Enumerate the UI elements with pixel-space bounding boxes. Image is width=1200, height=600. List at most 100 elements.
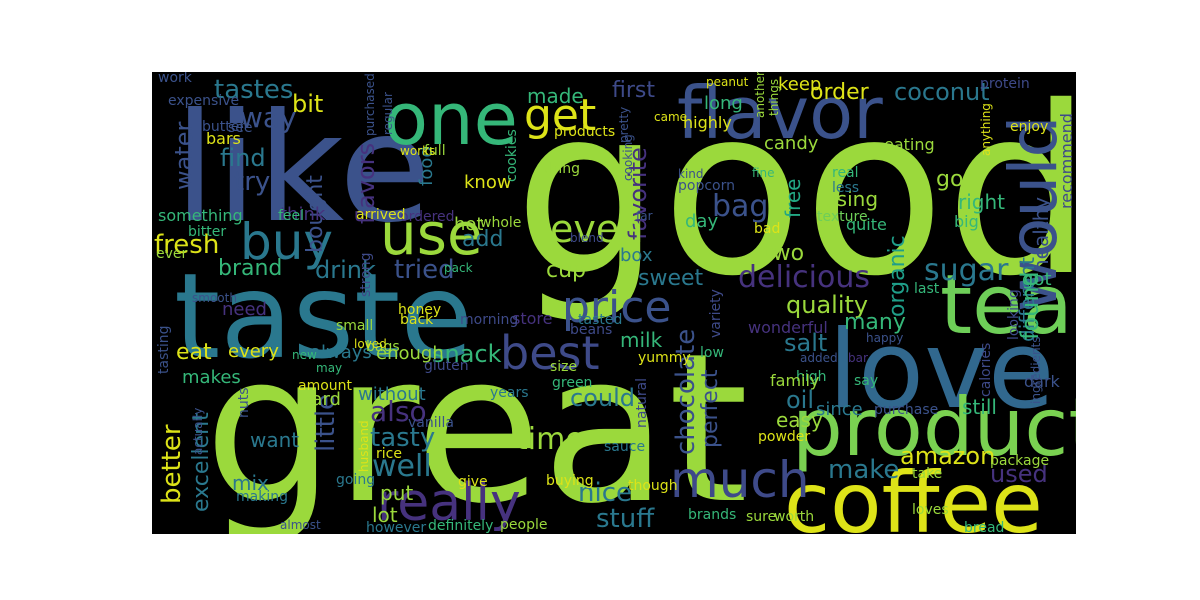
cloud-word-organic: organic [885,235,910,317]
cloud-word-sugar: sugar [924,253,1009,288]
cloud-word-quality: quality [786,291,868,319]
cloud-word-made: made [527,84,584,108]
cloud-word-day: day [685,211,718,232]
cloud-word-something: something [158,206,243,225]
cloud-word-without: without [358,384,426,405]
cloud-word-thing: thing [544,161,580,177]
cloud-word-brands: brands [688,507,736,523]
cloud-word-easy: easy [776,408,823,432]
cloud-word-regular: regular [381,92,395,135]
cloud-word-work: work [158,72,193,86]
cloud-word-food: food [416,146,437,186]
cloud-word-enough: enough [376,343,444,364]
cloud-word-nuts: nuts [236,387,252,418]
cloud-word-years: years [490,385,529,401]
cloud-word-time: time [516,422,584,457]
cloud-word-feel: feel [278,208,304,224]
cloud-word-fine: fine [752,166,775,180]
cloud-word-bar: bar [848,351,868,365]
cloud-word-right: right [958,190,1005,214]
cloud-word-high: high [796,369,827,385]
cloud-word-drink: drink [315,256,376,284]
cloud-word-protein: protein [980,76,1030,92]
cloud-word-butter: butter [202,119,245,135]
cloud-word-first: first [612,78,655,103]
cloud-word-bitter: bitter [188,224,226,240]
cloud-word-think: think [280,204,326,225]
cloud-word-natural: natural [634,378,650,428]
cloud-word-lot: lot [372,503,398,527]
cloud-word-kind: kind [678,167,704,181]
cloud-word-amazon: amazon [900,442,995,470]
cloud-word-real: real [832,165,859,181]
cloud-word-like: like [174,82,431,256]
cloud-word-keep: keep [778,74,821,95]
cloud-word-ingredients: ingredients [1029,336,1043,404]
cloud-word-sauce: sauce [604,439,645,455]
cloud-word-purchase: purchase [874,402,938,418]
cloud-word-candy: candy [764,133,819,154]
cloud-word-hot: hot [454,214,483,235]
cloud-word-still: still [962,395,997,419]
cloud-word-strong: strong [358,252,374,297]
cloud-word-loved: loved [354,337,387,351]
cloud-word-would: would [995,116,1072,312]
cloud-word-size: size [550,359,577,375]
cloud-word-tasted: tasted [578,312,622,328]
cloud-word-different: different [1015,257,1039,342]
cloud-word-one: one [384,77,518,161]
cloud-word-ordered: ordered [400,209,455,225]
cloud-word-cup: cup [546,258,586,283]
cloud-word-always: always [310,342,372,363]
cloud-word-may: may [316,361,342,375]
cloud-word-great: great [204,309,749,534]
cloud-word-arrived: arrived [356,207,406,223]
cloud-word-better: better [157,424,187,504]
cloud-word-things: things [767,79,781,116]
cloud-word-get: get [524,90,596,141]
cloud-word-add: add [462,227,503,252]
cloud-word-tastes: tastes [214,75,293,105]
cloud-word-dark: dark [1024,372,1061,391]
cloud-word-long: long [704,93,743,114]
cloud-word-flavors: flavors [352,143,380,224]
cloud-word-green: green [552,375,592,391]
cloud-word-bit: bit [292,90,323,118]
cloud-word-got: got [1022,269,1052,290]
cloud-word-vanilla: vanilla [408,415,454,431]
cloud-word-used: used [990,460,1048,488]
cloud-word-people: people [500,517,547,533]
cloud-word-new: new [292,348,317,362]
cloud-word-since: since [816,399,863,420]
cloud-word-store: store [512,309,552,328]
cloud-word-recommend: recommend [1057,113,1076,209]
cloud-word-need: need [222,299,267,320]
cloud-word-tasty: tasty [370,423,435,453]
cloud-word-find: find [220,144,266,172]
cloud-word-favorite: favorite [624,147,652,240]
cloud-word-go: go [936,167,963,192]
cloud-word-use: use [380,200,483,268]
cloud-word-looking: looking [1006,289,1022,340]
cloud-word-bought: bought [303,175,328,253]
cloud-word-enjoy: enjoy [1010,119,1048,135]
cloud-word-morning: morning [460,312,518,328]
cloud-word-calories: calories [978,343,994,397]
cloud-word-box: box [620,245,653,266]
cloud-word-good: good [514,72,1076,327]
cloud-word-last: last [914,281,940,297]
cloud-word-also: also [370,395,427,428]
cloud-word-small: small [336,318,373,334]
cloud-word-say: say [854,373,878,389]
cloud-word-pack: pack [444,261,473,275]
cloud-word-put: put [380,481,413,505]
cloud-word-every: every [228,341,279,362]
cloud-word-though: though [628,478,678,494]
cloud-word-hard: hard [300,389,341,410]
cloud-word-added: added [800,351,838,365]
cloud-word-perfect: perfect [698,369,723,448]
cloud-word-texture: texture [817,209,868,225]
cloud-word-way: way [240,101,297,134]
cloud-word-nice: nice [578,478,632,508]
